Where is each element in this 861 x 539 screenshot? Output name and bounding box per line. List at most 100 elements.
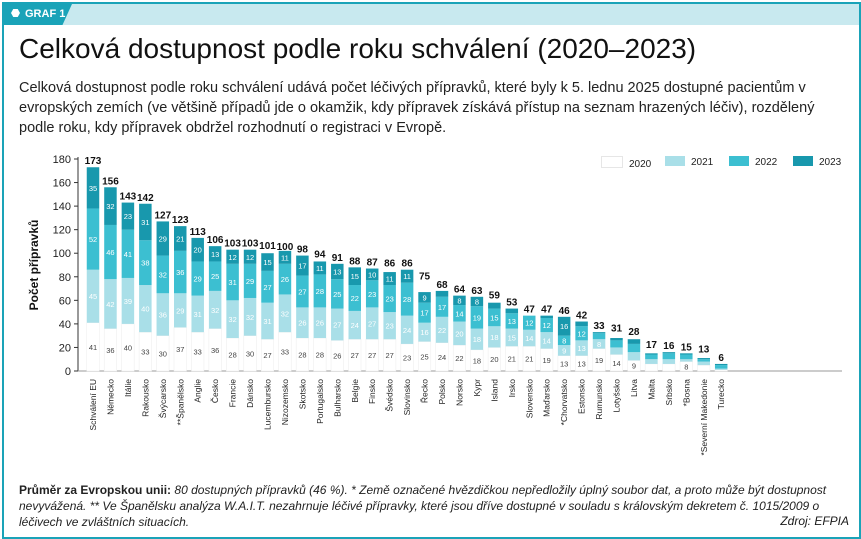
bar-segment-2023 [418, 292, 431, 303]
segment-value-label: 32 [211, 306, 219, 315]
bar-segment-2021 [331, 308, 344, 341]
category-label: Slovensko [524, 379, 534, 418]
segment-value-label: 9 [632, 362, 636, 371]
segment-value-label: 20 [194, 246, 202, 255]
bar-total-label: 59 [489, 291, 501, 302]
bar-segment-2023 [261, 253, 274, 271]
legend-item-2020: 2020 [601, 156, 651, 170]
bar-total-label: 75 [419, 272, 431, 283]
segment-value-label: 46 [106, 248, 114, 257]
segment-value-label: 31 [194, 310, 202, 319]
segment-value-label: 12 [228, 253, 236, 262]
segment-value-label: 17 [438, 303, 446, 312]
hexagon-icon [11, 9, 20, 17]
bar-segment-2022 [645, 354, 658, 360]
bar-segment-2020 [644, 363, 658, 372]
legend-item-2023: 2023 [793, 156, 841, 168]
bar-segment-2021 [191, 295, 204, 333]
segment-value-label: 32 [159, 270, 167, 279]
category-label: Anglie [193, 379, 203, 403]
bar-total-label: 94 [314, 249, 326, 260]
y-tick-label: 100 [53, 248, 71, 260]
segment-value-label: 33 [194, 348, 202, 357]
bar-total-label: 113 [190, 227, 207, 238]
bar-segment-2021 [470, 328, 484, 350]
bar-segment-2023 [174, 226, 187, 251]
segment-value-label: 22 [438, 326, 446, 335]
bar-segment-2022 [121, 229, 135, 278]
bar-total-label: 46 [559, 306, 571, 317]
bar-segment-2023 [313, 261, 327, 275]
bar-segment-2020 [243, 335, 257, 372]
segment-value-label: 14 [455, 309, 463, 318]
legend-label-2023: 2023 [819, 157, 842, 168]
bar-total-label: 106 [207, 235, 224, 246]
y-tick-label: 20 [59, 342, 71, 354]
bar-segment-2022 [104, 224, 117, 280]
bar-total-label: 103 [224, 239, 241, 250]
bar-segment-2020 [697, 364, 711, 372]
segment-value-label: 27 [351, 351, 359, 360]
segment-value-label: 22 [455, 354, 463, 363]
legend-item-2021: 2021 [665, 156, 713, 168]
segment-value-label: 12 [525, 319, 533, 328]
segment-value-label: 35 [89, 184, 97, 193]
bar-total-label: 31 [611, 323, 623, 334]
bar-segment-2023 [400, 269, 414, 283]
bar-segment-2022 [191, 261, 204, 296]
segment-value-label: 16 [560, 322, 568, 331]
segment-value-label: 13 [577, 359, 585, 368]
legend-label-2020: 2020 [629, 159, 652, 170]
segment-value-label: 26 [333, 352, 341, 361]
bar-segment-2023 [243, 249, 257, 264]
category-label: Turecko [716, 379, 726, 410]
bar-segment-2023 [331, 263, 344, 280]
legend-swatch-2022 [729, 156, 749, 166]
segment-value-label: 32 [228, 315, 236, 324]
bar-total-label: 64 [454, 285, 466, 296]
segment-value-label: 36 [159, 310, 167, 319]
bar-segment-2021 [243, 297, 257, 336]
category-label: Itálie [123, 379, 133, 397]
bar-segment-2020 [383, 338, 397, 372]
segment-value-label: 19 [595, 356, 603, 365]
bar-segment-2023 [296, 255, 309, 276]
legend-swatch-2020 [601, 156, 623, 168]
bar-segment-2021 [505, 328, 519, 347]
bar-total-label: 42 [576, 311, 588, 322]
bar-total-label: 88 [349, 256, 361, 267]
segment-value-label: 39 [124, 297, 132, 306]
y-tick-label: 180 [53, 154, 71, 166]
category-label: Dánsko [245, 379, 255, 408]
category-label: *Bosna [681, 379, 691, 407]
bar-segment-2021 [261, 302, 274, 340]
bar-total-label: 123 [172, 215, 189, 226]
segment-value-label: 24 [351, 321, 359, 330]
segment-value-label: 8 [684, 362, 688, 371]
bar-segment-2022 [208, 261, 222, 291]
category-label: Řecko [420, 379, 430, 403]
bar-segment-2023 [557, 316, 571, 336]
legend-item-2022: 2022 [729, 156, 777, 168]
bar-segment-2023 [610, 338, 623, 341]
category-label: Lucembursko [263, 379, 273, 430]
bar-segment-2022 [575, 326, 588, 341]
segment-value-label: 28 [228, 351, 236, 360]
bar-segment-2022 [243, 263, 257, 298]
y-tick-label: 120 [53, 225, 71, 237]
category-label: Kypr [472, 379, 482, 397]
bar-total-label: 100 [277, 242, 294, 253]
bar-segment-2023 [645, 353, 658, 355]
segment-value-label: 12 [543, 321, 551, 330]
segment-value-label: 38 [141, 259, 149, 268]
bar-total-label: 91 [332, 253, 344, 264]
segment-value-label: 17 [420, 309, 428, 318]
bar-segment-2021 [592, 339, 606, 349]
category-label: Lotyšsko [612, 379, 622, 413]
segment-value-label: 9 [562, 346, 566, 355]
bar-segment-2021 [418, 322, 431, 342]
bar-segment-2023 [470, 296, 484, 307]
segment-value-label: 11 [281, 253, 289, 262]
bar-segment-2023 [208, 246, 222, 262]
bar-segment-2020 [261, 338, 274, 372]
